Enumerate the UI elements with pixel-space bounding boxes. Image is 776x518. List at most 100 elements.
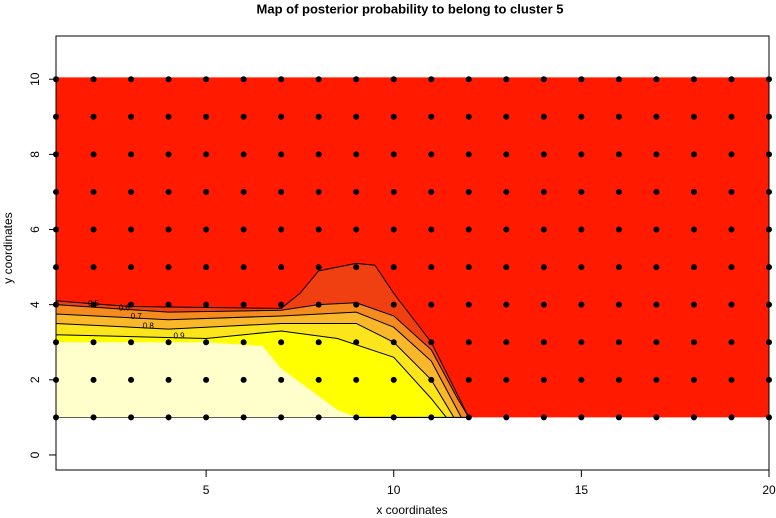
grid-point bbox=[540, 188, 547, 195]
grid-point bbox=[503, 76, 510, 83]
grid-point bbox=[278, 339, 285, 346]
grid-point bbox=[128, 226, 135, 233]
grid-point bbox=[428, 376, 435, 383]
grid-point bbox=[390, 151, 397, 158]
grid-point bbox=[653, 414, 660, 421]
grid-point bbox=[240, 76, 247, 83]
grid-point bbox=[653, 226, 660, 233]
grid-point bbox=[690, 414, 697, 421]
grid-point bbox=[353, 264, 360, 271]
grid-point bbox=[728, 414, 735, 421]
grid-point bbox=[690, 113, 697, 120]
grid-point bbox=[615, 264, 622, 271]
grid-point bbox=[428, 301, 435, 308]
grid-point bbox=[203, 76, 210, 83]
grid-point bbox=[428, 414, 435, 421]
x-tick-label: 5 bbox=[203, 483, 210, 497]
contour-label: 0.9 bbox=[173, 332, 185, 341]
grid-point bbox=[540, 113, 547, 120]
grid-point bbox=[353, 414, 360, 421]
grid-point bbox=[203, 414, 210, 421]
x-axis-label: x coordinates bbox=[376, 503, 447, 517]
grid-point bbox=[90, 76, 97, 83]
grid-point bbox=[465, 113, 472, 120]
grid-point bbox=[728, 113, 735, 120]
grid-point bbox=[503, 151, 510, 158]
grid-point bbox=[465, 339, 472, 346]
grid-point bbox=[315, 376, 322, 383]
grid-point bbox=[653, 113, 660, 120]
grid-point bbox=[90, 301, 97, 308]
grid-point bbox=[240, 151, 247, 158]
contour-label: 0.7 bbox=[131, 312, 143, 321]
grid-point bbox=[653, 76, 660, 83]
grid-point bbox=[278, 113, 285, 120]
grid-point bbox=[503, 226, 510, 233]
grid-point bbox=[390, 301, 397, 308]
grid-point bbox=[540, 414, 547, 421]
grid-point bbox=[690, 376, 697, 383]
grid-point bbox=[503, 301, 510, 308]
grid-point bbox=[615, 301, 622, 308]
grid-point bbox=[240, 188, 247, 195]
grid-point bbox=[315, 76, 322, 83]
grid-point bbox=[615, 188, 622, 195]
y-tick-label: 10 bbox=[28, 72, 42, 86]
grid-point bbox=[315, 414, 322, 421]
grid-point bbox=[728, 264, 735, 271]
grid-point bbox=[353, 76, 360, 83]
grid-point bbox=[278, 151, 285, 158]
grid-point bbox=[315, 151, 322, 158]
grid-point bbox=[503, 376, 510, 383]
grid-point bbox=[203, 188, 210, 195]
grid-point bbox=[90, 226, 97, 233]
grid-point bbox=[390, 226, 397, 233]
grid-point bbox=[90, 414, 97, 421]
grid-point bbox=[353, 376, 360, 383]
grid-point bbox=[353, 151, 360, 158]
grid-point bbox=[353, 226, 360, 233]
grid-point bbox=[165, 301, 172, 308]
grid-point bbox=[165, 113, 172, 120]
grid-point bbox=[203, 376, 210, 383]
grid-point bbox=[578, 264, 585, 271]
grid-point bbox=[203, 301, 210, 308]
grid-point bbox=[465, 264, 472, 271]
y-tick-label: 2 bbox=[28, 376, 42, 383]
grid-point bbox=[690, 76, 697, 83]
grid-point bbox=[315, 113, 322, 120]
grid-point bbox=[203, 226, 210, 233]
contour-label: 0.6 bbox=[119, 304, 131, 313]
plot-frame bbox=[55, 35, 770, 471]
grid-point bbox=[615, 113, 622, 120]
grid-point bbox=[540, 339, 547, 346]
grid-point bbox=[315, 264, 322, 271]
grid-point bbox=[728, 226, 735, 233]
grid-point bbox=[353, 113, 360, 120]
grid-point bbox=[128, 339, 135, 346]
grid-point bbox=[90, 113, 97, 120]
grid-point bbox=[578, 151, 585, 158]
grid-point bbox=[315, 301, 322, 308]
grid-point bbox=[428, 188, 435, 195]
grid-point bbox=[90, 151, 97, 158]
grid-point bbox=[428, 264, 435, 271]
grid-point bbox=[540, 264, 547, 271]
grid-point bbox=[615, 226, 622, 233]
grid-point bbox=[165, 226, 172, 233]
grid-point bbox=[353, 301, 360, 308]
grid-point bbox=[240, 113, 247, 120]
grid-point bbox=[203, 339, 210, 346]
grid-point bbox=[353, 188, 360, 195]
grid-point bbox=[503, 188, 510, 195]
grid-point bbox=[428, 76, 435, 83]
grid-point bbox=[728, 76, 735, 83]
grid-point bbox=[240, 339, 247, 346]
grid-point bbox=[278, 188, 285, 195]
grid-point bbox=[540, 376, 547, 383]
grid-point bbox=[653, 301, 660, 308]
grid-point bbox=[278, 414, 285, 421]
grid-point bbox=[690, 151, 697, 158]
grid-point bbox=[540, 151, 547, 158]
grid-point bbox=[315, 339, 322, 346]
